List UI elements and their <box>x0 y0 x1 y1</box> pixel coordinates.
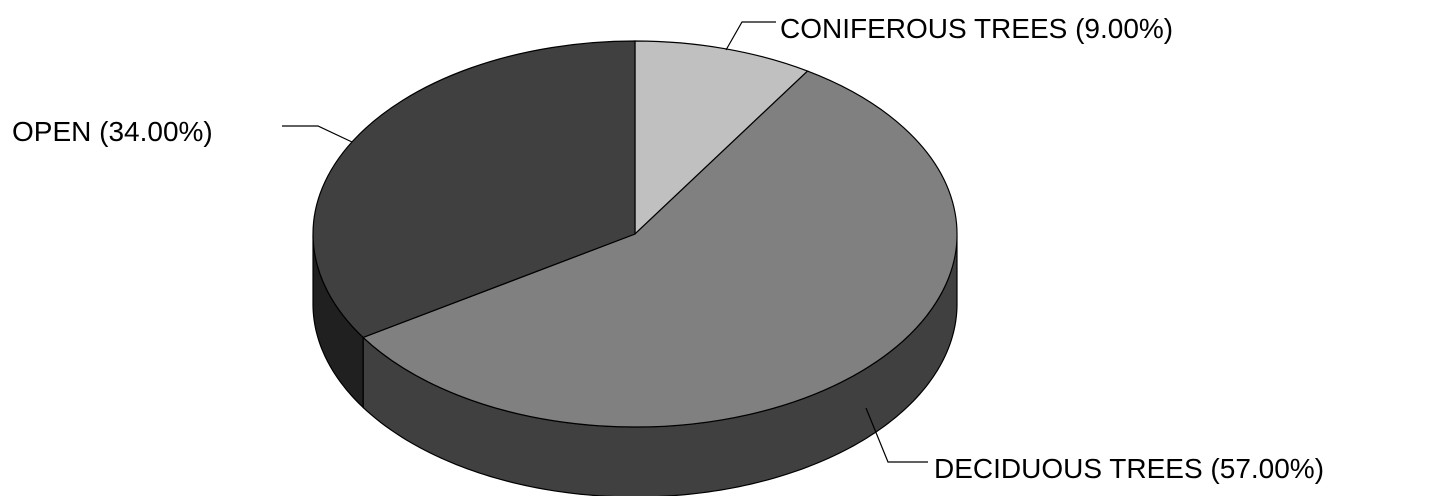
leader-lines <box>282 21 928 463</box>
pie-slice-deciduous <box>362 70 958 428</box>
slice-labels: CONIFEROUS TREES (9.00%) DECIDUOUS TREES… <box>12 13 1324 484</box>
leader-line-deciduous <box>865 407 928 463</box>
pie-slice-coniferous <box>634 40 809 236</box>
leader-line-open <box>282 125 353 143</box>
slice-label-open: OPEN (34.00%) <box>12 116 213 147</box>
leader-line-coniferous <box>725 21 776 51</box>
pie-slice-open <box>312 40 636 339</box>
pie-tops <box>312 40 958 428</box>
slice-label-coniferous: CONIFEROUS TREES (9.00%) <box>780 13 1173 44</box>
slice-label-deciduous: DECIDUOUS TREES (57.00%) <box>934 453 1324 484</box>
